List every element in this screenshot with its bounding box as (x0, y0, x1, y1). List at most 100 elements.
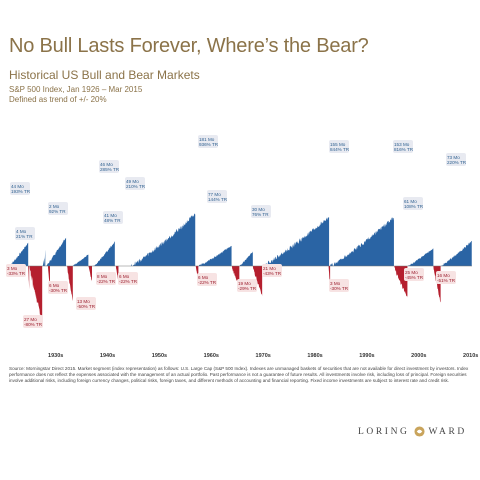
bear-label-box (48, 281, 68, 294)
bear-label-months: 3 Mo (330, 281, 341, 286)
bear-label-months: 8 Mo (97, 274, 108, 279)
logo-text-left: LORING (358, 426, 410, 437)
decade-tick-label: 2010s (463, 353, 478, 359)
bull-label-return: 210% TR (126, 184, 146, 189)
bear-label-box (237, 279, 257, 292)
bear-label-months: 6 Mo (49, 283, 60, 288)
bear-label-months: 6 Mo (198, 275, 209, 280)
bear-label-return: -33% TR (7, 271, 26, 276)
logo-text-right: WARD (428, 426, 467, 437)
bull-label-box (329, 140, 349, 153)
bear-label-return: -22% TR (97, 279, 116, 284)
bull-label-return: 220% TR (447, 160, 467, 165)
bull-label-months: 30 Mo (252, 207, 265, 212)
logo-seal-icon (413, 426, 425, 437)
decade-tick-label: 1940s (100, 353, 115, 359)
bull-label-return: 936% TR (199, 142, 219, 147)
bull-label-months: 181 Mo (199, 137, 215, 142)
bull-label-box (251, 205, 271, 218)
bear-label-months: 21 Mo (263, 266, 276, 271)
bear-market-label: 8 Mo-22% TR (96, 272, 116, 285)
bear-market-label: 27 Mo-80% TR (23, 315, 43, 328)
decade-tick-label: 1960s (204, 353, 219, 359)
source-footnote: Source: Morningstar Direct 2015. Market … (9, 366, 469, 384)
bull-market-area (330, 217, 394, 266)
bear-market-label: 3 Mo-33% TR (6, 264, 26, 277)
bear-label-months: 19 Mo (238, 281, 251, 286)
bull-label-return: 193% TR (11, 189, 31, 194)
bull-market-area (262, 217, 330, 266)
desc-line-2: Defined as trend of +/- 20% (9, 95, 107, 104)
bull-market-area (72, 254, 89, 266)
decade-axis: 1930s 1940s 1950s 1960s 1970s 1980s 1990s 2000s… (48, 353, 478, 359)
bull-label-months: 41 Mo (104, 213, 117, 218)
bear-label-return: -50% TR (77, 304, 96, 309)
bull-label-months: 46 Mo (100, 162, 113, 167)
bull-market-area (440, 240, 472, 266)
bull-label-return: 816% TR (394, 147, 414, 152)
bull-label-months: 49 Mo (126, 179, 139, 184)
bear-label-box (6, 264, 26, 277)
bear-label-box (23, 315, 43, 328)
bear-label-return: -80% TR (24, 322, 43, 327)
bull-label-box (15, 227, 35, 240)
bear-label-return: -22% TR (198, 280, 217, 285)
bear-label-box (96, 272, 116, 285)
bull-label-months: 2 Mo (49, 204, 60, 209)
bull-market-area (239, 251, 253, 266)
bull-label-box (125, 177, 145, 190)
bear-label-return: -22% TR (119, 279, 138, 284)
decade-tick-label: 1930s (48, 353, 63, 359)
bull-market-area (198, 245, 232, 266)
bear-market-label: 25 Mo-45% TR (404, 268, 424, 281)
bull-label-return: 92% TR (49, 209, 66, 214)
bull-label-months: 44 Mo (11, 184, 24, 189)
chart-subtitle: Historical US Bull and Bear Markets (9, 68, 200, 82)
bull-label-box (207, 190, 227, 203)
bull-label-months: 4 Mo (16, 229, 27, 234)
bull-label-return: 844% TR (330, 147, 350, 152)
bull-label-box (99, 160, 119, 173)
desc-line-1: S&P 500 Index, Jan 1926 – Mar 2015 (9, 85, 143, 94)
bull-label-box (403, 197, 423, 210)
bear-market-area (252, 266, 263, 297)
bull-market-area (44, 249, 46, 266)
bull-label-months: 153 Mo (394, 142, 410, 147)
bear-market-label: 21 Mo-43% TR (262, 264, 282, 277)
bull-market-area (407, 248, 434, 266)
bull-label-return: 144% TR (208, 197, 228, 202)
bull-label-return: 21% TR (16, 234, 33, 239)
bear-market-area (29, 266, 43, 322)
bear-market-label: 13 Mo-50% TR (76, 297, 96, 310)
bear-market-label: 6 Mo-30% TR (48, 281, 68, 294)
bull-market-area (130, 213, 196, 266)
bull-market-area (45, 237, 67, 266)
bull-label-months: 61 Mo (404, 199, 417, 204)
decade-tick-label: 1970s (256, 353, 271, 359)
bear-market-area (67, 266, 73, 301)
bear-label-months: 13 Mo (77, 299, 90, 304)
bull-market-area (93, 241, 115, 266)
bear-market-label: 16 Mo-51% TR (436, 271, 456, 284)
bull-market-area (9, 242, 29, 266)
bear-label-return: -43% TR (263, 271, 282, 276)
bull-label-months: 155 Mo (330, 142, 346, 147)
bear-label-months: 16 Mo (437, 273, 450, 278)
bear-label-box (436, 271, 456, 284)
bear-label-months: 27 Mo (24, 317, 37, 322)
bear-market-area (28, 266, 30, 290)
bull-label-box (48, 202, 68, 215)
bull-label-months: 73 Mo (447, 155, 460, 160)
bull-label-box (103, 211, 123, 224)
bear-label-return: -51% TR (437, 278, 456, 283)
bear-label-box (262, 264, 282, 277)
